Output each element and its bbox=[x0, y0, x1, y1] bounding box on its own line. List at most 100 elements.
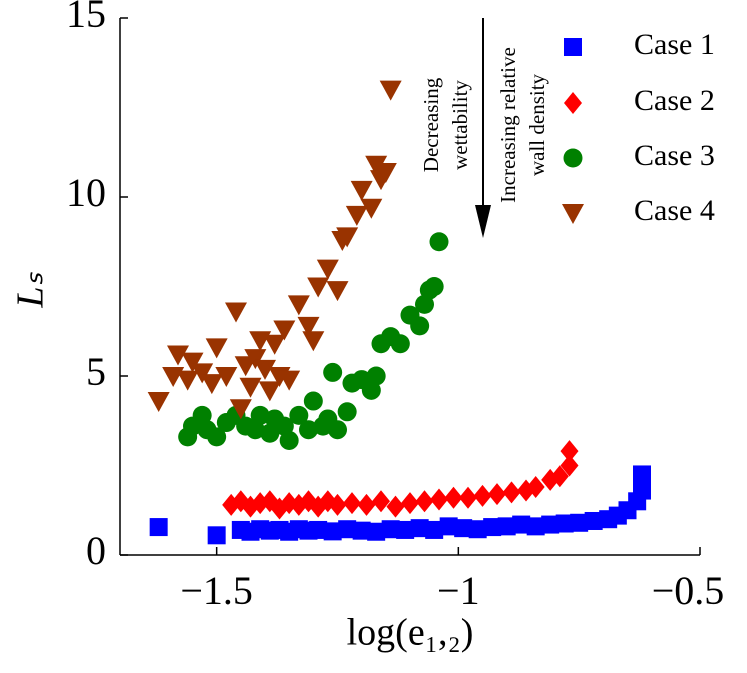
point bbox=[526, 517, 545, 536]
point bbox=[570, 513, 589, 532]
point bbox=[254, 359, 276, 380]
x-tick-label: −0.5 bbox=[652, 568, 725, 613]
point bbox=[225, 302, 247, 323]
point bbox=[250, 405, 270, 425]
point bbox=[483, 518, 502, 537]
point bbox=[307, 277, 330, 298]
point bbox=[439, 517, 458, 536]
point bbox=[374, 162, 397, 183]
point bbox=[207, 427, 227, 447]
point bbox=[280, 492, 299, 515]
point bbox=[584, 511, 603, 530]
y-tick-label: 10 bbox=[66, 170, 106, 215]
point bbox=[459, 486, 477, 509]
point bbox=[502, 481, 521, 504]
point bbox=[207, 526, 226, 545]
point bbox=[200, 374, 223, 395]
point bbox=[147, 392, 170, 413]
annotation: wettability bbox=[448, 80, 472, 170]
annotation: Increasing relative bbox=[496, 47, 520, 203]
point bbox=[550, 465, 569, 488]
point bbox=[302, 331, 325, 352]
point bbox=[323, 522, 342, 541]
point bbox=[454, 519, 473, 538]
point bbox=[215, 367, 238, 387]
point bbox=[260, 423, 280, 443]
point bbox=[415, 294, 434, 314]
point bbox=[633, 465, 651, 484]
point bbox=[386, 495, 405, 518]
point bbox=[278, 370, 301, 391]
point bbox=[488, 483, 506, 506]
y-axis-label: Lₛ bbox=[10, 272, 52, 309]
point bbox=[444, 486, 463, 509]
point bbox=[430, 488, 448, 511]
point bbox=[526, 475, 545, 498]
point bbox=[560, 440, 579, 463]
point bbox=[555, 514, 574, 533]
point bbox=[181, 352, 204, 373]
legend-label: Case 3 bbox=[634, 139, 715, 172]
point bbox=[273, 320, 296, 341]
point bbox=[381, 520, 400, 539]
point bbox=[360, 198, 383, 219]
point bbox=[429, 232, 449, 252]
point bbox=[468, 520, 487, 539]
x-tick-label: −1.5 bbox=[180, 568, 253, 613]
point bbox=[338, 520, 357, 539]
point bbox=[361, 380, 381, 400]
point bbox=[191, 363, 214, 384]
point bbox=[352, 521, 371, 540]
point bbox=[167, 345, 189, 366]
point bbox=[289, 405, 309, 425]
point bbox=[372, 490, 390, 513]
point bbox=[326, 281, 349, 302]
y-tick-label: 0 bbox=[86, 528, 106, 573]
point bbox=[244, 349, 267, 370]
point bbox=[357, 493, 376, 516]
legend-label: Case 4 bbox=[634, 194, 715, 227]
point bbox=[497, 517, 516, 536]
point bbox=[245, 420, 265, 440]
annotation: Decreasing bbox=[419, 77, 443, 172]
legend-marker bbox=[563, 148, 583, 168]
y-tick-label: 5 bbox=[86, 349, 106, 394]
x-tick-label: −1 bbox=[437, 568, 480, 613]
point bbox=[323, 362, 343, 382]
point bbox=[149, 518, 168, 537]
point bbox=[379, 80, 402, 101]
point bbox=[309, 520, 328, 539]
point bbox=[297, 316, 320, 337]
point bbox=[415, 490, 434, 513]
point bbox=[366, 366, 386, 386]
point bbox=[512, 515, 531, 534]
point bbox=[328, 420, 347, 440]
point bbox=[424, 277, 444, 296]
point bbox=[350, 180, 373, 201]
arrow-head bbox=[475, 205, 491, 238]
legend-marker bbox=[564, 38, 582, 56]
point bbox=[367, 522, 386, 541]
legend-label: Case 1 bbox=[634, 28, 715, 61]
point bbox=[337, 402, 357, 422]
point bbox=[425, 520, 444, 539]
point bbox=[229, 399, 252, 420]
point bbox=[401, 492, 419, 515]
point bbox=[390, 334, 410, 354]
point bbox=[410, 316, 430, 336]
y-tick-label: 15 bbox=[66, 0, 106, 36]
legend-marker bbox=[562, 204, 584, 224]
x-axis-label: log(e₁,₂) bbox=[347, 612, 474, 654]
point bbox=[274, 416, 294, 436]
point bbox=[541, 515, 560, 534]
point bbox=[345, 205, 368, 226]
point bbox=[279, 430, 299, 450]
legend-label: Case 2 bbox=[634, 84, 715, 117]
point bbox=[176, 370, 199, 391]
point bbox=[303, 391, 323, 411]
point bbox=[316, 259, 339, 280]
point bbox=[205, 338, 228, 359]
point bbox=[560, 454, 579, 477]
point bbox=[299, 420, 318, 440]
